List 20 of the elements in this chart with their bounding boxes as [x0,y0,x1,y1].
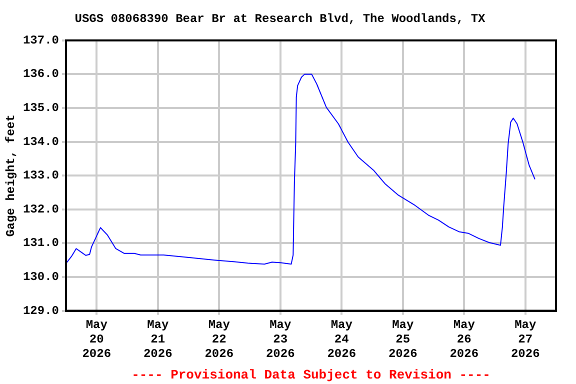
chart-title: USGS 08068390 Bear Br at Research Blvd, The Woodlands, TX [74,12,486,26]
x-tick-label: May 23 2026 [266,318,295,361]
y-tick-label: 129.0 [22,304,59,318]
x-tick-label: May 20 2026 [82,318,112,361]
y-tick-label: 136.0 [22,67,59,82]
y-tick-label: 130.0 [22,270,59,284]
x-tick-label: May 27 2026 [510,318,540,361]
y-tick-label: 131.0 [22,236,59,250]
y-tick-label: 133.0 [22,168,59,183]
x-tick-label: May 22 2026 [204,318,234,361]
y-tick-label: 134.0 [22,134,59,149]
x-tick-label: May 24 2026 [327,318,356,361]
y-tick-label: 137.0 [22,33,59,48]
x-tick-label: May 26 2026 [450,318,479,361]
text: ---- Provisional Data Subject to Revision ---- [132,367,490,382]
y-tick-label: 135.0 [22,101,59,116]
y-tick-label: 132.0 [22,202,59,216]
y-axis-title: Gage height, feet [4,114,18,237]
x-tick-label: May 21 2026 [143,318,172,361]
x-tick-label: May 25 2026 [388,318,418,361]
